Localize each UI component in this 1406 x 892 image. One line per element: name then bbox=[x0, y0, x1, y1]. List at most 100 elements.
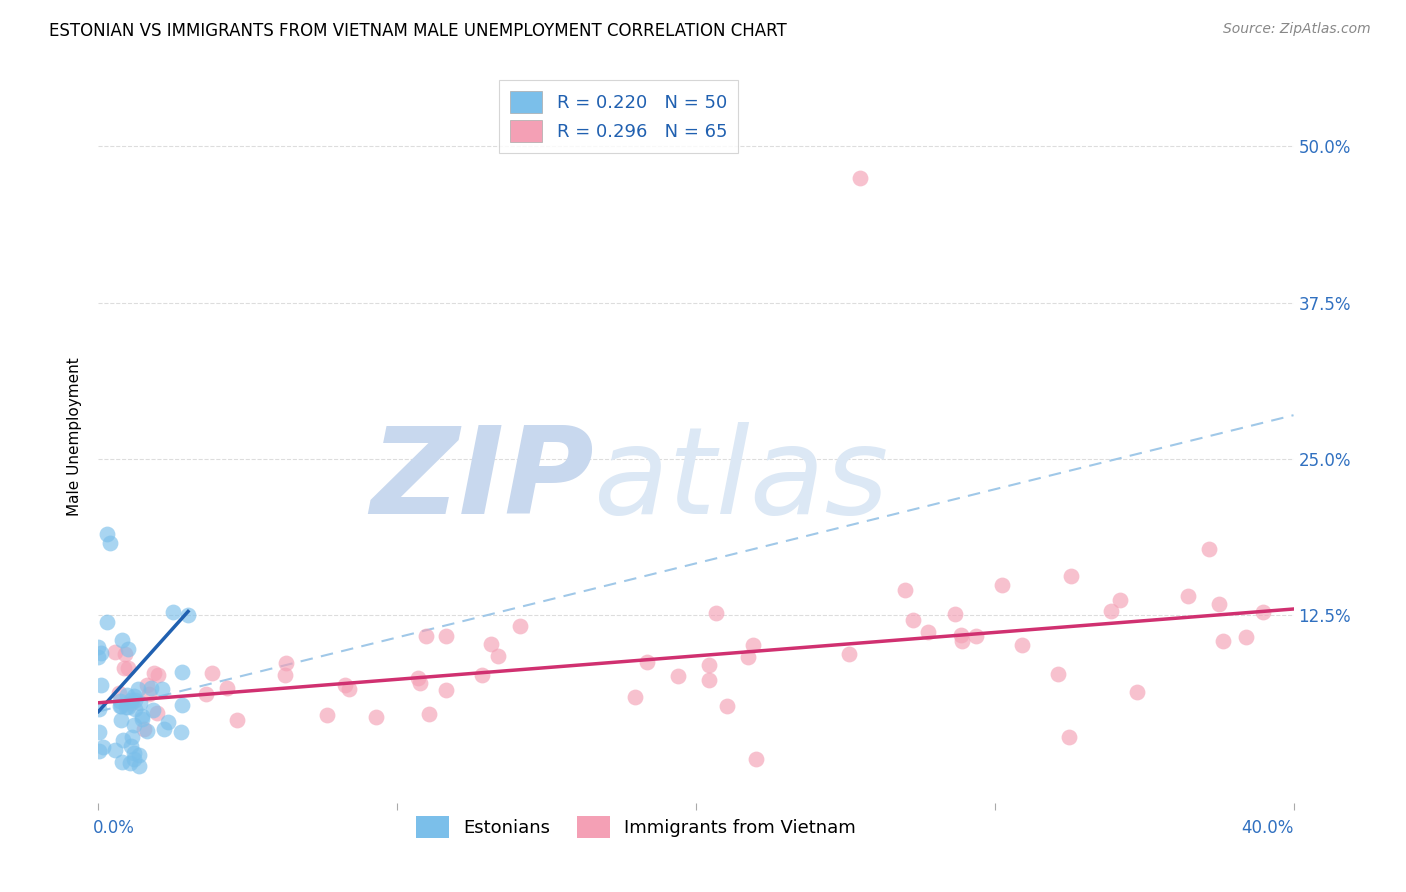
Point bbox=[135, 724, 157, 739]
Point bbox=[120, 739, 142, 754]
Point bbox=[114, 648, 136, 662]
Point bbox=[120, 697, 142, 711]
Point bbox=[127, 681, 149, 696]
Point bbox=[1108, 592, 1130, 607]
Point bbox=[98, 535, 122, 549]
Point bbox=[1208, 597, 1230, 611]
Point bbox=[950, 627, 973, 641]
Point bbox=[418, 707, 440, 722]
Text: atlas: atlas bbox=[595, 423, 890, 540]
Point bbox=[704, 606, 727, 620]
Point bbox=[111, 633, 134, 648]
Point bbox=[122, 718, 145, 732]
Point bbox=[104, 645, 127, 659]
Point bbox=[170, 665, 193, 679]
Point bbox=[162, 605, 184, 619]
Point bbox=[315, 707, 337, 722]
Point bbox=[1099, 604, 1122, 618]
Point bbox=[139, 681, 162, 695]
Point bbox=[124, 702, 146, 716]
Point bbox=[434, 629, 457, 643]
Point bbox=[943, 607, 966, 621]
Point bbox=[170, 724, 193, 739]
Point bbox=[117, 661, 139, 675]
Point bbox=[110, 713, 132, 727]
Point bbox=[110, 699, 132, 714]
Point bbox=[89, 725, 111, 739]
Point bbox=[1198, 541, 1220, 556]
Point bbox=[737, 650, 759, 665]
Point bbox=[1126, 685, 1149, 699]
Point bbox=[716, 698, 738, 713]
Point bbox=[636, 655, 658, 669]
Point bbox=[1057, 730, 1080, 744]
Point bbox=[215, 681, 238, 695]
Point bbox=[1060, 569, 1083, 583]
Point bbox=[87, 702, 110, 716]
Point bbox=[697, 673, 720, 688]
Point bbox=[104, 743, 127, 757]
Point bbox=[132, 722, 155, 736]
Point bbox=[479, 637, 502, 651]
Point bbox=[120, 756, 142, 771]
Point bbox=[122, 752, 145, 766]
Point bbox=[894, 583, 917, 598]
Point bbox=[415, 629, 437, 643]
Point bbox=[112, 661, 135, 675]
Point bbox=[1212, 634, 1234, 648]
Point bbox=[152, 722, 174, 736]
Point bbox=[471, 668, 494, 682]
Point bbox=[90, 646, 112, 660]
Point bbox=[117, 642, 139, 657]
Point bbox=[509, 619, 531, 633]
Point bbox=[172, 698, 194, 713]
Point bbox=[1177, 589, 1199, 603]
Point bbox=[89, 744, 111, 758]
Point bbox=[146, 667, 169, 681]
Point bbox=[143, 666, 166, 681]
Point bbox=[1011, 638, 1033, 652]
Point bbox=[128, 759, 150, 773]
Point bbox=[111, 756, 134, 770]
Point bbox=[157, 714, 180, 729]
Point bbox=[177, 608, 200, 623]
Point bbox=[110, 699, 132, 714]
Point bbox=[991, 578, 1014, 592]
Point bbox=[91, 739, 114, 754]
Point bbox=[135, 678, 157, 692]
Y-axis label: Male Unemployment: Male Unemployment bbox=[67, 358, 83, 516]
Point bbox=[1046, 667, 1069, 681]
Point bbox=[335, 678, 357, 692]
Point bbox=[274, 668, 297, 682]
Point bbox=[87, 640, 110, 654]
Point bbox=[1236, 630, 1258, 644]
Text: ZIP: ZIP bbox=[371, 423, 595, 540]
Text: 0.0%: 0.0% bbox=[93, 819, 135, 837]
Point bbox=[950, 633, 973, 648]
Point bbox=[917, 624, 939, 639]
Point bbox=[128, 748, 150, 763]
Point bbox=[122, 747, 145, 761]
Text: Source: ZipAtlas.com: Source: ZipAtlas.com bbox=[1223, 22, 1371, 37]
Point bbox=[131, 709, 153, 723]
Legend: Estonians, Immigrants from Vietnam: Estonians, Immigrants from Vietnam bbox=[409, 808, 863, 845]
Point bbox=[901, 613, 924, 627]
Point bbox=[115, 688, 138, 702]
Point bbox=[96, 615, 118, 629]
Point bbox=[195, 687, 218, 701]
Point bbox=[131, 712, 153, 726]
Point bbox=[849, 170, 872, 185]
Point bbox=[112, 732, 135, 747]
Point bbox=[409, 675, 432, 690]
Point bbox=[150, 682, 173, 697]
Point bbox=[138, 688, 160, 702]
Point bbox=[122, 690, 145, 704]
Text: ESTONIAN VS IMMIGRANTS FROM VIETNAM MALE UNEMPLOYMENT CORRELATION CHART: ESTONIAN VS IMMIGRANTS FROM VIETNAM MALE… bbox=[49, 22, 787, 40]
Point bbox=[666, 669, 689, 683]
Point bbox=[124, 693, 146, 707]
Point bbox=[146, 706, 169, 720]
Point bbox=[838, 647, 860, 661]
Point bbox=[408, 671, 430, 685]
Point bbox=[108, 686, 131, 700]
Point bbox=[225, 713, 247, 727]
